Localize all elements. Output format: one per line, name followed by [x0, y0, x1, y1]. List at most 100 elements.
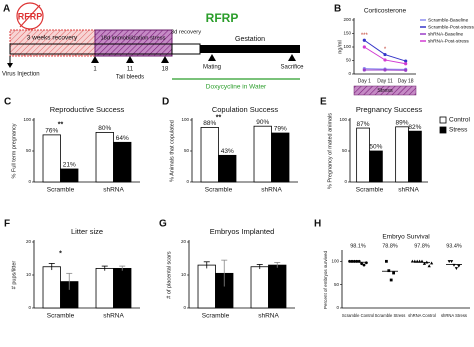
stress-band: [353, 85, 417, 96]
marker: [383, 52, 387, 57]
legend-swatch: [439, 116, 447, 124]
x-tick-label: shRNA: [103, 187, 124, 194]
event-marker: [288, 54, 296, 61]
value-label: 90%: [256, 119, 269, 126]
point: [365, 261, 368, 265]
x-tick-label: Scramble: [47, 313, 75, 320]
band-label: Stress: [377, 88, 393, 94]
point: [385, 259, 388, 263]
y-tick-label: 100: [339, 117, 347, 122]
point: [454, 267, 458, 271]
bleed-day: 18: [162, 67, 169, 73]
panel-title: Embryo Survival: [382, 234, 430, 241]
y-tick-label: 0: [183, 305, 186, 310]
phase-label: 3d recovery: [171, 30, 201, 36]
bleed-marker: [126, 56, 134, 63]
panel-label: H: [314, 219, 321, 230]
value-label: 76%: [45, 128, 58, 135]
point: [430, 261, 434, 265]
bleed-label: Tail bleeds: [116, 75, 144, 81]
event-label: Sacrifice: [280, 65, 304, 71]
x-tick-label: shRNA: [261, 187, 282, 194]
point: [392, 271, 395, 275]
point: [413, 259, 417, 263]
knockdown-circle: [16, 2, 44, 30]
annotation: *: [384, 47, 387, 53]
y-tick-label: 50: [26, 148, 32, 153]
panel-label: D: [162, 97, 169, 108]
marker: [383, 68, 387, 72]
panel-title: Corticosterone: [364, 8, 407, 15]
y-tick-label: 0: [336, 305, 339, 310]
legend-label: Control: [449, 117, 471, 124]
y-tick-label: 20: [26, 239, 32, 244]
point: [422, 261, 426, 265]
x-tick-label: Scramble: [356, 187, 384, 194]
bar: [200, 127, 219, 183]
panel-title: Reproductive Success: [50, 105, 125, 114]
y-tick-label: 100: [181, 117, 189, 122]
panel-label: G: [159, 219, 167, 230]
y-tick-label: 50: [334, 282, 340, 287]
value-label: 80%: [98, 125, 111, 132]
panel-title: Embryos Implanted: [210, 227, 275, 236]
bar: [408, 130, 422, 183]
bar: [253, 125, 272, 183]
y-tick-label: 100: [343, 44, 351, 49]
y-tick-label: 50: [342, 148, 348, 153]
bar: [395, 126, 409, 183]
marker: [404, 68, 408, 72]
value-label: 50%: [369, 144, 382, 151]
bar: [113, 267, 132, 309]
y-tick-label: 100: [331, 259, 339, 264]
value-label: 88%: [203, 120, 216, 127]
timeline-bar: [171, 43, 201, 55]
value-label: 82%: [408, 124, 421, 131]
y-axis-title: % Pregnancy of mated animals: [327, 113, 333, 189]
annotation: **: [58, 122, 64, 129]
x-tick-label: shRNA Stress: [441, 313, 467, 318]
point: [457, 264, 461, 268]
point: [415, 259, 419, 263]
bar: [60, 168, 79, 183]
y-tick-label: 100: [23, 117, 31, 122]
point: [410, 259, 414, 263]
x-tick-label: shRNA: [258, 313, 279, 320]
strike-line: [19, 4, 41, 28]
legend-label: shRNA-Baseline: [428, 31, 464, 37]
marker: [404, 62, 408, 66]
y-tick-label: 50: [346, 58, 352, 63]
value-label: 43%: [221, 148, 234, 155]
bar: [250, 266, 269, 309]
x-tick-label: Day 11: [377, 78, 393, 84]
bar: [95, 131, 114, 183]
value-label: 64%: [116, 135, 129, 142]
bar: [268, 264, 287, 309]
bleed-marker: [91, 56, 99, 63]
event-label: Virus Injection: [2, 72, 40, 78]
x-tick-label: Scramble: [47, 187, 75, 194]
point: [420, 259, 424, 263]
point: [447, 260, 451, 264]
panel-title: Litter size: [71, 227, 103, 236]
x-tick-label: Day 1: [358, 78, 371, 84]
event-marker: [208, 54, 216, 61]
x-tick-label: Day 18: [398, 78, 414, 84]
bleed-day: 1: [93, 67, 97, 73]
point: [418, 259, 422, 263]
phase-label: 18d immobilization stress: [100, 36, 165, 42]
marker: [383, 58, 387, 62]
x-tick-label: Scramble Control: [342, 313, 374, 318]
panel-title: Copulation Success: [212, 105, 279, 114]
value-label: 21%: [63, 162, 76, 169]
value-label: 79%: [274, 126, 287, 133]
point: [450, 260, 454, 264]
x-tick-label: Scramble: [205, 187, 233, 194]
bar: [42, 134, 61, 183]
legend-label: shRNA-Post-stress: [428, 38, 469, 44]
x-tick-label: Scramble Stress: [375, 313, 406, 318]
panel-a: A RFRP RFRP 3 weeks recovery 18d immobil…: [2, 2, 304, 91]
point: [387, 269, 391, 273]
